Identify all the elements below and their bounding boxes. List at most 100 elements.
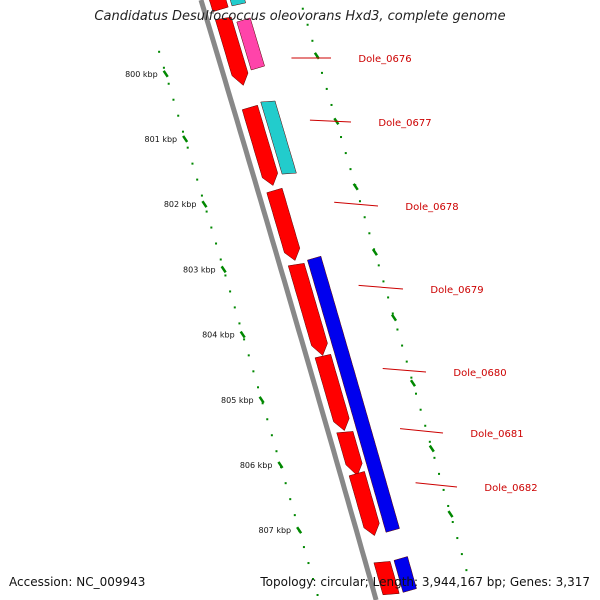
kbp-tick-outer [409, 379, 417, 387]
kbp-tick [277, 461, 284, 469]
ruler-dot [415, 392, 418, 395]
kbp-tick [239, 330, 246, 339]
gene-label-dole_0681[interactable]: Dole_0681 [470, 429, 523, 440]
kbp-tick-label: 802 kbp [164, 200, 197, 209]
kbp-tick [258, 396, 265, 404]
ruler-dot [229, 290, 232, 293]
chromosome-backbone [198, 0, 379, 600]
ruler-dot [215, 242, 218, 245]
gene-leader-line [400, 428, 444, 434]
kbp-tick-label: 805 kbp [221, 396, 254, 405]
kbp-tick-label: 806 kbp [240, 461, 273, 470]
ruler-dot [410, 376, 413, 379]
kbp-tick-outer [447, 510, 454, 518]
ruler-dot [196, 178, 199, 181]
ruler-dot [442, 488, 445, 491]
kbp-tick [201, 200, 208, 208]
cds-arrow [266, 187, 301, 261]
ruler-dot [311, 39, 314, 42]
ruler-dot [387, 296, 390, 299]
gene-label-dole_0678[interactable]: Dole_0678 [405, 202, 458, 213]
ruler-dot [205, 210, 208, 213]
gene-label-dole_0682[interactable]: Dole_0682 [484, 483, 537, 494]
cds-arrow [373, 561, 400, 596]
ruler-dot [447, 504, 450, 507]
kbp-tick-label: 800 kbp [125, 70, 158, 79]
ruler-dot [302, 546, 305, 549]
gene-label-dole_0677[interactable]: Dole_0677 [378, 118, 431, 129]
kbp-tick-label: 803 kbp [183, 265, 216, 274]
pink-feature-band [236, 17, 265, 71]
gene-leader-line [309, 119, 352, 123]
ruler-dot [200, 194, 203, 197]
ruler-dot [312, 578, 315, 581]
ruler-dot [210, 226, 213, 229]
cds-arrow [287, 263, 328, 356]
ruler-dot [191, 162, 194, 165]
kbp-tick-label: 804 kbp [202, 331, 235, 340]
ruler-dot [340, 136, 343, 139]
cds-arrow [241, 104, 278, 186]
ruler-dot [368, 232, 371, 235]
blue-feature-band [393, 556, 417, 593]
ruler-dot [465, 569, 468, 572]
ruler-dot [219, 258, 222, 261]
ruler-dot [233, 306, 236, 309]
gene-leader-line [382, 368, 427, 373]
ruler-dot [438, 472, 441, 475]
kbp-tick [182, 135, 189, 143]
ruler-dot [401, 344, 404, 347]
genome-title: Candidatus Desulfococcus oleovorans Hxd3… [94, 9, 506, 24]
ruler-dot [293, 514, 296, 517]
ruler-dot [167, 82, 170, 85]
ruler-dot [316, 594, 319, 597]
ruler-dot [419, 408, 422, 411]
ruler-dot [284, 482, 287, 485]
gene-label-dole_0676[interactable]: Dole_0676 [358, 54, 411, 65]
ruler-dot [391, 312, 394, 315]
gene-leader-line [415, 482, 458, 488]
ruler-dot [224, 274, 227, 277]
kbp-tick [220, 265, 227, 274]
ruler-dot [424, 424, 427, 427]
cyan-feature-band [229, 0, 247, 7]
ruler-dot [186, 146, 189, 149]
ruler-dot [301, 7, 304, 10]
ruler-dot [433, 456, 436, 459]
gene-leader-line [358, 284, 404, 290]
ruler-dot [275, 450, 278, 453]
ruler-dot [456, 537, 459, 540]
cds-arrow [314, 354, 350, 432]
ruler-dot [358, 200, 361, 203]
kbp-tick [162, 70, 169, 78]
kbp-tick-outer [390, 313, 398, 322]
ruler-dot [320, 71, 323, 74]
ruler-dot [460, 553, 463, 556]
blue-feature-band [307, 255, 400, 533]
ruler-dot [252, 370, 255, 373]
cds-arrow [209, 0, 229, 13]
ruler-dot [266, 418, 269, 421]
ruler-dot [325, 87, 328, 90]
ruler-dot [428, 440, 431, 443]
gene-track: Dole_0676 Dole_0677 Dole_0678 Dole_0679 Dole… [209, 0, 538, 596]
ruler-dot [181, 130, 184, 133]
gene-label-dole_0679[interactable]: Dole_0679 [430, 285, 483, 296]
kbp-tick-outer [371, 248, 378, 256]
gene-label-dole_0680[interactable]: Dole_0680 [453, 368, 506, 379]
ruler-dot [307, 562, 310, 565]
ruler-dot [247, 354, 250, 357]
kbp-tick [296, 526, 303, 534]
ruler-dot [257, 386, 260, 389]
kbp-tick-outer [428, 444, 435, 453]
ruler-dot [349, 168, 352, 171]
ruler-dot [177, 114, 180, 117]
kbp-tick-outer [352, 183, 359, 191]
ruler-dot [162, 66, 165, 69]
ruler-dot [396, 328, 399, 331]
gene-leader-line [334, 201, 379, 207]
ruler-dot [172, 98, 175, 101]
kbp-tick-label: 807 kbp [259, 526, 292, 535]
ruler-dot [289, 498, 292, 501]
